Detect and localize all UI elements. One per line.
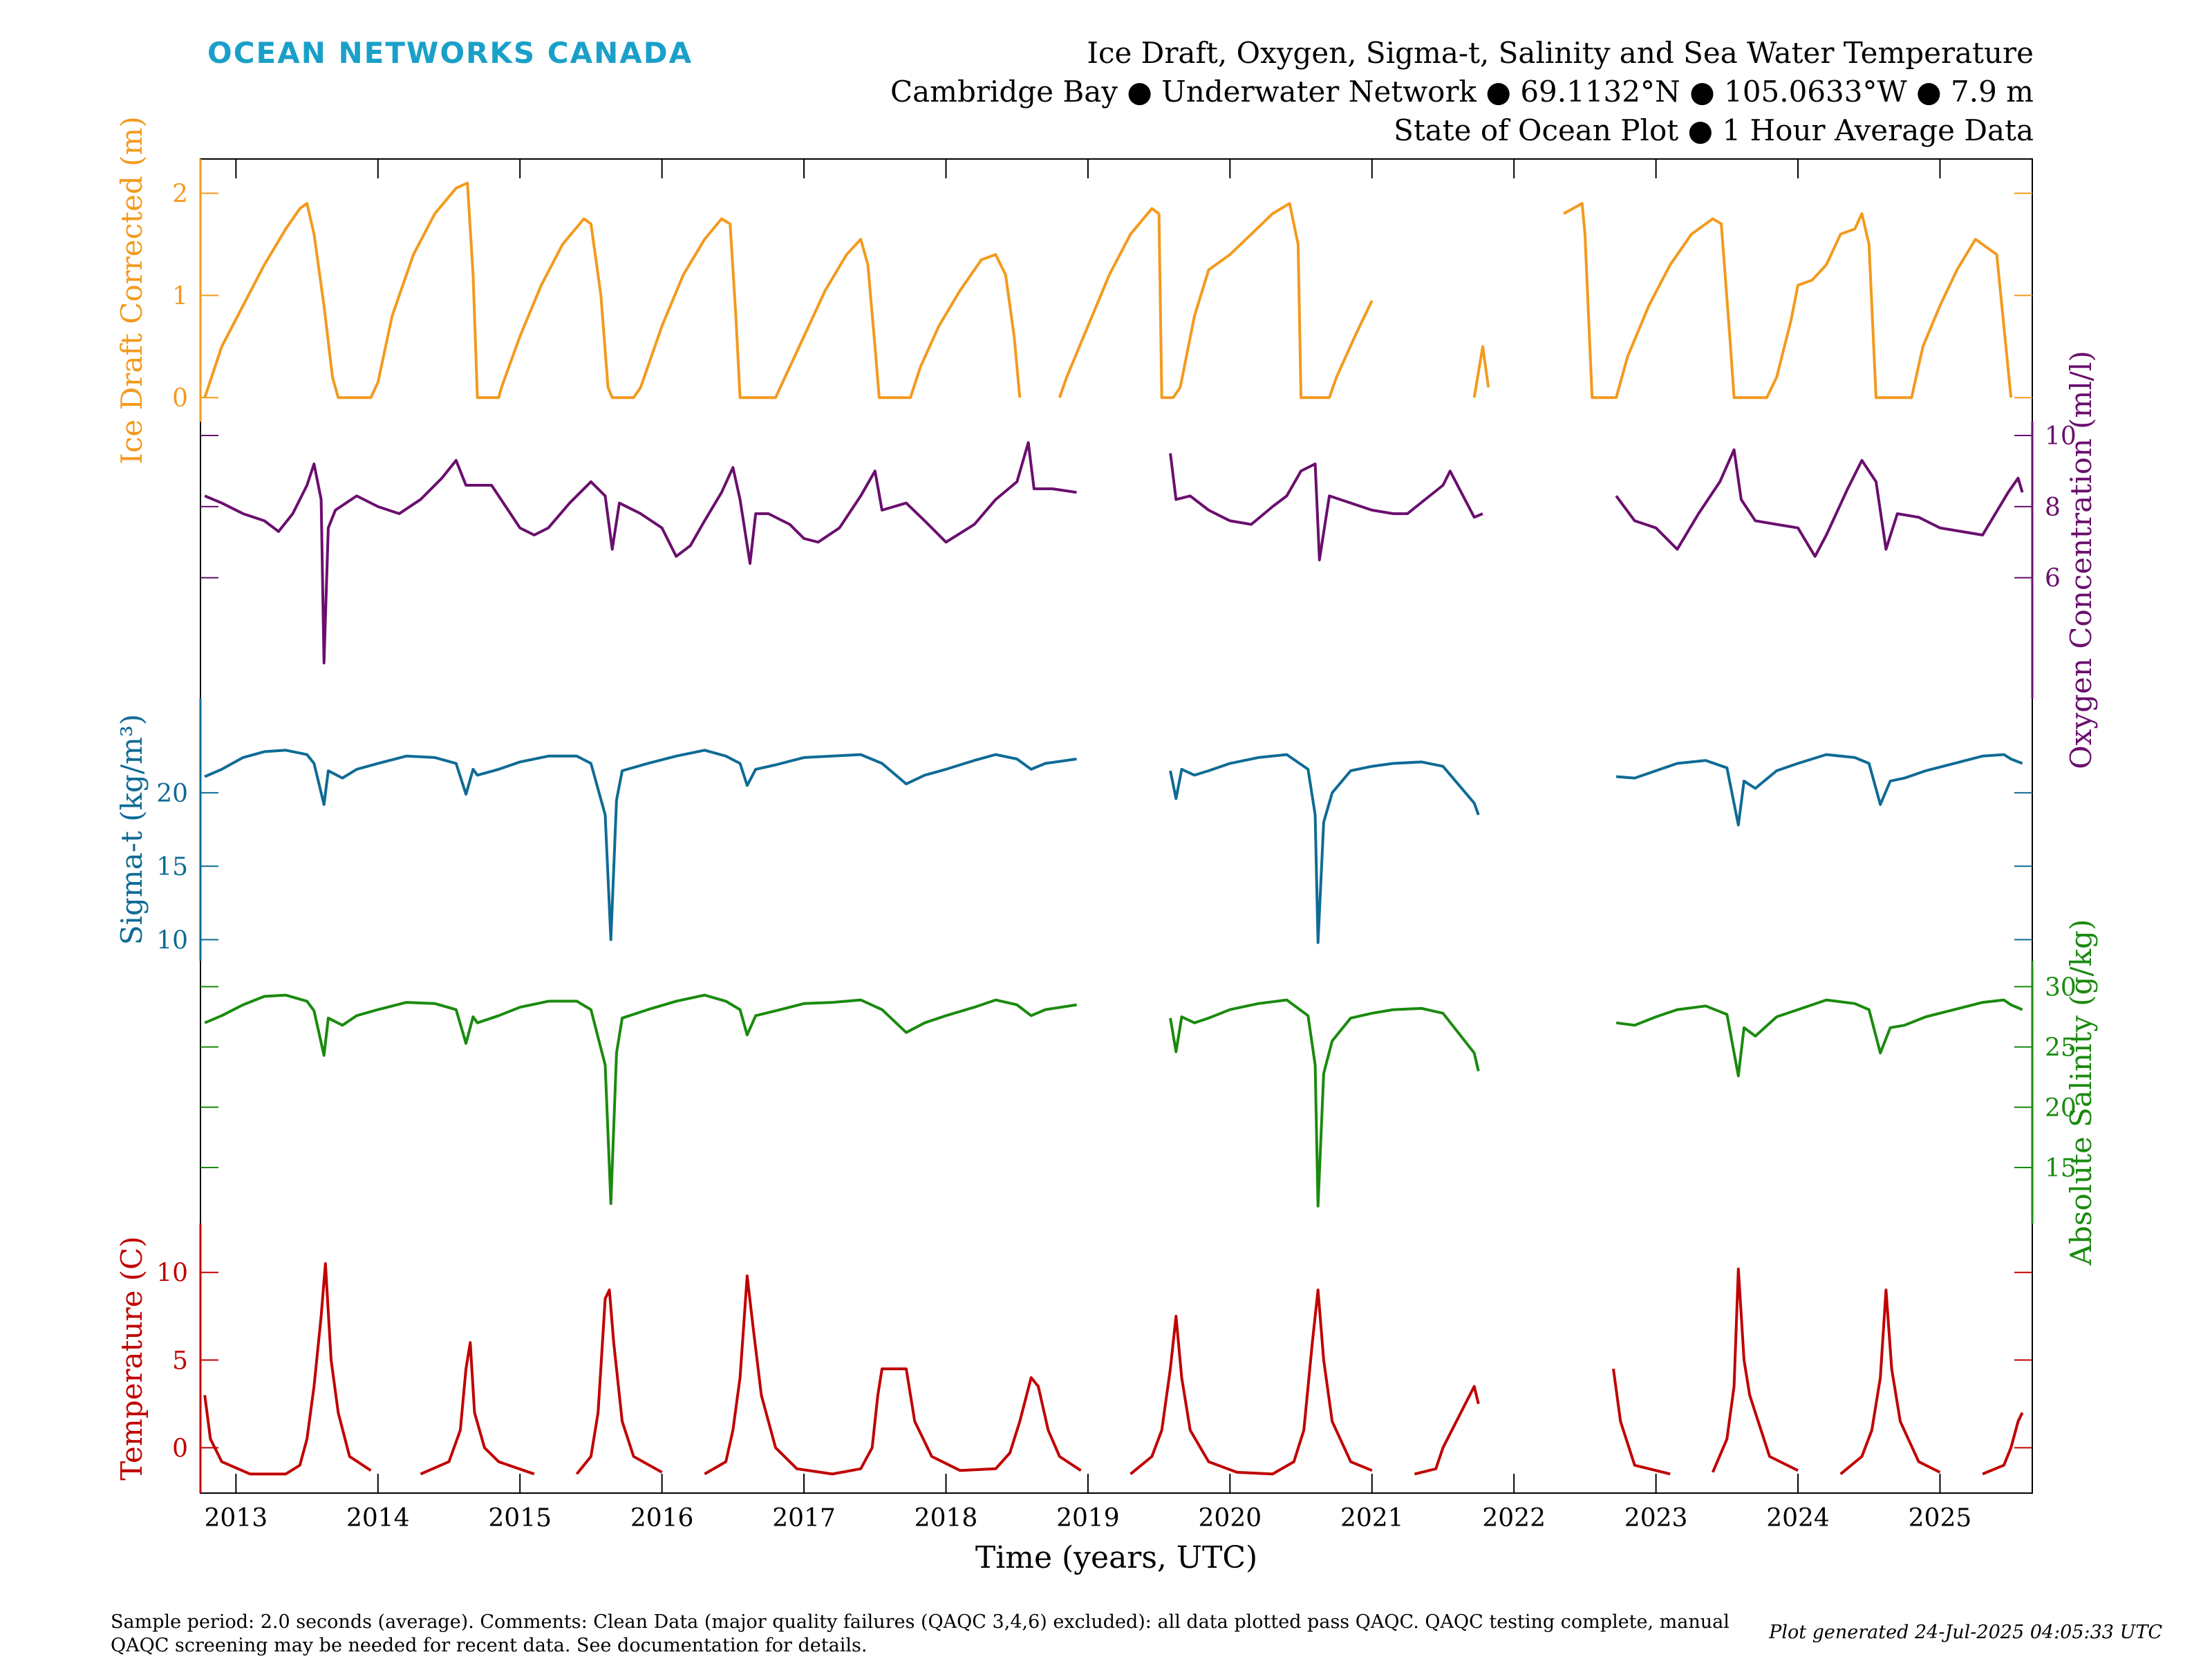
y-tick-label: 10 bbox=[156, 926, 188, 955]
y-axis-label: Sigma-t (kg/m³) bbox=[115, 714, 149, 945]
y-tick-label: 6 bbox=[2045, 565, 2061, 593]
series-line bbox=[203, 181, 2013, 400]
series-line bbox=[203, 1262, 2024, 1476]
x-tick-label: 2022 bbox=[1482, 1504, 1546, 1533]
y-tick-label: 20 bbox=[2045, 1094, 2077, 1123]
y-tick-label: 2 bbox=[172, 180, 188, 209]
x-tick-label: 2016 bbox=[630, 1504, 694, 1533]
y-tick-label: 10 bbox=[2045, 422, 2077, 451]
series-line bbox=[204, 993, 2023, 1208]
x-tick-label: 2023 bbox=[1624, 1504, 1688, 1533]
y-tick-label: 0 bbox=[172, 1434, 188, 1463]
y-tick-label: 15 bbox=[2045, 1154, 2077, 1183]
y-axis-label: Absolute Salinity (g/kg) bbox=[2064, 919, 2098, 1266]
y-tick-label: 25 bbox=[2045, 1034, 2077, 1062]
generated-timestamp: Plot generated 24-Jul-2025 04:05:33 UTC bbox=[1769, 1622, 2162, 1643]
y-axis-label: Temperature (C) bbox=[115, 1236, 149, 1480]
x-tick-label: 2025 bbox=[1909, 1504, 1972, 1533]
y-tick-label: 8 bbox=[2045, 494, 2061, 522]
x-tick-label: 2019 bbox=[1056, 1504, 1120, 1533]
plot-subtitle: State of Ocean Plot ● 1 Hour Average Dat… bbox=[1394, 113, 2034, 147]
y-tick-label: 10 bbox=[156, 1259, 188, 1288]
x-tick-label: 2014 bbox=[346, 1504, 410, 1533]
y-tick-label: 1 bbox=[172, 282, 188, 310]
x-tick-label: 2013 bbox=[205, 1504, 268, 1533]
x-axis-label: Time (years, UTC) bbox=[975, 1540, 1257, 1575]
series-line bbox=[204, 441, 2024, 665]
brand-logo-text: OCEAN NETWORKS CANADA bbox=[207, 36, 693, 70]
x-tick-label: 2015 bbox=[488, 1504, 552, 1533]
y-axis-label: Ice Draft Corrected (m) bbox=[115, 116, 149, 464]
series-line bbox=[204, 749, 2023, 944]
chart-title: Ice Draft, Oxygen, Sigma-t, Salinity and… bbox=[1087, 36, 2034, 70]
x-tick-label: 2020 bbox=[1199, 1504, 1262, 1533]
y-tick-label: 20 bbox=[156, 780, 188, 808]
footer-comment: Sample period: 2.0 seconds (average). Co… bbox=[111, 1611, 1730, 1656]
x-tick-label: 2021 bbox=[1340, 1504, 1404, 1533]
y-axis-label: Oxygen Concentration (ml/l) bbox=[2064, 350, 2098, 769]
y-tick-label: 0 bbox=[172, 384, 188, 413]
x-axis: 2013 2014 2015 2016 2017 2018 2019 2020 2021 2022… bbox=[205, 159, 1972, 1575]
y-tick-label: 30 bbox=[2045, 973, 2077, 1002]
y-tick-label: 15 bbox=[156, 853, 188, 881]
location-line: Cambridge Bay ● Underwater Network ● 69.… bbox=[890, 75, 2034, 109]
x-tick-label: 2024 bbox=[1766, 1504, 1830, 1533]
x-tick-label: 2017 bbox=[772, 1504, 836, 1533]
panel-1: 0 1 2 Ice Draft Corrected (m) bbox=[115, 116, 2032, 465]
x-tick-label: 2018 bbox=[915, 1504, 978, 1533]
y-tick-label: 5 bbox=[172, 1347, 188, 1376]
